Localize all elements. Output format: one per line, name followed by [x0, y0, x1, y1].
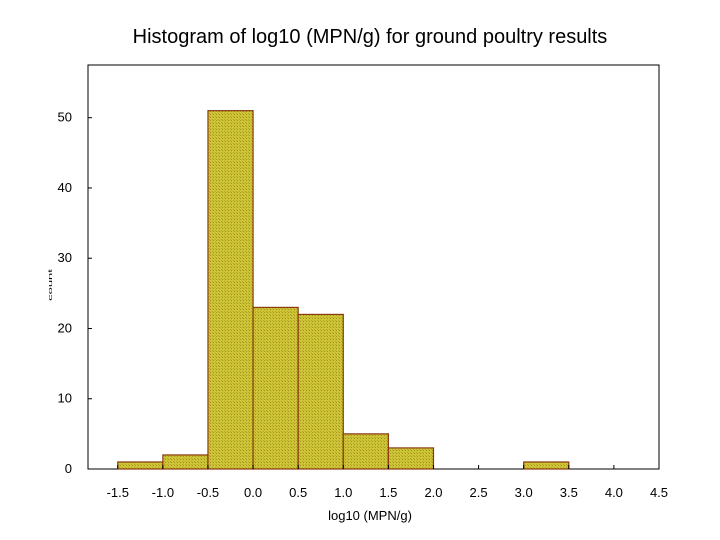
histogram-bar [387, 447, 435, 470]
y-tick-label: 0 [65, 461, 72, 476]
y-ticks-group: 0 10 20 30 40 50 [58, 110, 92, 476]
bars-group [117, 110, 570, 470]
plot-frame [87, 64, 660, 470]
x-tick-label: -1.0 [152, 485, 174, 500]
x-axis-label: log10 (MPN/g) [328, 508, 412, 523]
x-tick-label: 3.5 [560, 485, 578, 500]
x-tick-label: 3.0 [515, 485, 533, 500]
y-tick-label: 30 [58, 250, 72, 265]
histogram-bar [523, 461, 570, 470]
histogram-bar [297, 313, 344, 470]
y-axis-label: count [47, 269, 53, 301]
y-tick-label: 50 [58, 110, 72, 125]
x-tick-label: -1.5 [107, 485, 129, 500]
histogram-bar [162, 454, 209, 470]
histogram-bar [342, 433, 389, 470]
x-tick-label: 0.0 [244, 485, 262, 500]
x-tick-label: 2.0 [424, 485, 442, 500]
x-tick-label: -0.5 [197, 485, 219, 500]
x-tick-label: 2.5 [470, 485, 488, 500]
x-ticks-group: -1.5 -1.0 -0.5 0.0 0.5 1.0 1.5 2.0 2.5 3.0 3.5 4.0 4… [107, 465, 668, 500]
y-tick-label: 40 [58, 180, 72, 195]
x-tick-label: 4.0 [605, 485, 623, 500]
y-tick-label: 20 [58, 320, 72, 335]
histogram-bar [117, 461, 164, 470]
x-tick-label: 1.0 [334, 485, 352, 500]
histogram-bar [252, 306, 299, 470]
x-tick-label: 1.5 [379, 485, 397, 500]
y-tick-label: 10 [58, 391, 72, 406]
x-tick-label: 4.5 [650, 485, 668, 500]
chart-title: Histogram of log10 (MPN/g) for ground po… [133, 26, 608, 48]
histogram-bar [207, 110, 254, 470]
x-tick-label: 0.5 [289, 485, 307, 500]
